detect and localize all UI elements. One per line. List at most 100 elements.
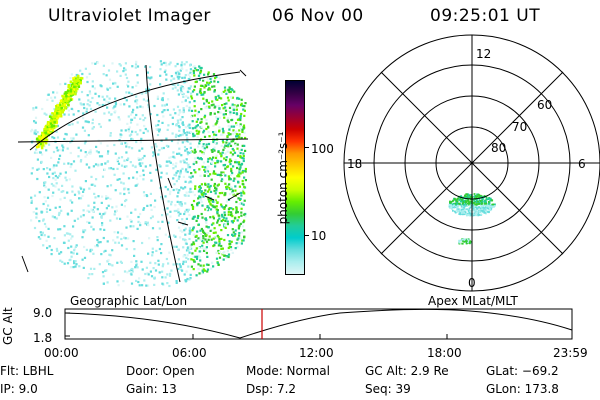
geo-pixel <box>237 163 240 166</box>
geo-pixel <box>73 219 76 222</box>
geo-pixel <box>238 136 241 139</box>
geo-pixel <box>73 262 76 265</box>
geo-pixel <box>97 195 100 198</box>
geo-pixel <box>35 106 38 109</box>
geo-pixel <box>177 77 180 80</box>
geo-pixel <box>186 277 189 281</box>
geo-pixel <box>184 227 187 230</box>
geo-pixel <box>107 204 110 207</box>
geo-pixel <box>47 227 50 230</box>
geo-pixel <box>174 165 177 168</box>
polar-pixel <box>463 212 465 214</box>
geo-pixel <box>123 165 126 168</box>
polar-pixel <box>476 203 479 205</box>
geo-pixel <box>238 133 241 136</box>
geo-pixel <box>45 134 48 138</box>
geo-pixel <box>138 221 142 225</box>
polar-pixel <box>454 211 457 214</box>
geo-pixel <box>147 103 150 106</box>
geo-pixel <box>126 142 129 145</box>
geo-pixel <box>65 179 68 182</box>
geo-pixel <box>136 123 139 126</box>
polar-pixel <box>485 202 487 205</box>
geo-pixel <box>144 272 147 276</box>
geo-pixel <box>188 251 191 254</box>
geo-pixel <box>69 90 72 93</box>
geo-pixel <box>143 154 146 158</box>
geo-pixel <box>208 186 211 189</box>
geo-pixel <box>55 110 59 114</box>
geo-pixel <box>58 157 61 161</box>
polar-pixel <box>462 203 465 206</box>
geo-pixel <box>218 242 221 245</box>
geo-pixel <box>178 72 181 75</box>
geo-pixel <box>214 98 218 101</box>
polar-pixel <box>467 209 470 212</box>
geo-pixel <box>179 118 182 121</box>
geo-pixel <box>87 277 90 280</box>
geo-pixel <box>157 123 160 127</box>
geo-pixel <box>213 146 216 149</box>
geo-pixel <box>181 230 184 233</box>
geo-pixel <box>243 192 246 195</box>
geo-pixel <box>65 94 68 98</box>
geo-pixel <box>133 116 136 119</box>
geo-pixel <box>182 187 185 190</box>
geo-pixel <box>200 191 203 194</box>
geo-pixel <box>180 63 183 66</box>
geo-pixel <box>198 168 201 171</box>
geo-pixel <box>165 144 168 147</box>
geo-pixel <box>54 206 57 209</box>
geo-pixel <box>137 158 141 161</box>
polar-pixel <box>483 207 486 209</box>
polar-pixel <box>452 199 455 202</box>
geo-pixel <box>117 241 120 244</box>
geo-pixel <box>180 85 183 88</box>
geo-pixel <box>145 284 148 287</box>
geo-pixel <box>222 148 225 151</box>
geo-pixel <box>160 252 163 255</box>
geo-pixel <box>66 262 70 265</box>
polar-pixel <box>470 214 472 216</box>
geo-pixel <box>60 190 63 193</box>
geo-pixel <box>157 153 160 156</box>
geo-pixel <box>226 185 229 188</box>
geo-pixel <box>127 157 130 160</box>
geo-pixel <box>106 185 109 188</box>
geo-pixel <box>244 102 247 105</box>
geo-pixel <box>59 102 62 105</box>
geo-pixel <box>224 144 227 147</box>
geo-pixel <box>224 224 227 227</box>
geo-pixel <box>33 120 36 123</box>
geo-pixel <box>70 255 73 258</box>
geo-pixel <box>107 150 110 153</box>
geo-pixel <box>106 106 109 109</box>
geo-pixel <box>205 218 208 222</box>
geo-pixel <box>243 213 246 216</box>
geo-pixel <box>141 157 144 160</box>
geo-pixel <box>228 245 231 248</box>
geo-pixel <box>199 121 202 124</box>
geo-pixel <box>73 193 77 196</box>
geo-pixel <box>129 121 133 124</box>
geo-pixel <box>235 113 239 116</box>
geo-pixel <box>88 72 91 75</box>
geo-pixel <box>198 272 201 275</box>
geo-pixel <box>212 131 215 134</box>
geo-pixel <box>52 91 55 94</box>
geo-pixel <box>192 233 195 236</box>
geo-pixel <box>184 210 187 213</box>
geo-pixel <box>42 219 45 222</box>
geo-pixel <box>197 254 200 258</box>
geo-pixel <box>227 124 230 128</box>
geo-pixel <box>59 83 62 86</box>
geo-pixel <box>37 138 40 142</box>
geo-pixel <box>177 191 180 194</box>
geo-pixel <box>222 90 225 93</box>
geo-pixel <box>205 263 209 266</box>
polar-pixel <box>479 211 481 213</box>
geo-pixel <box>153 205 156 209</box>
geo-pixel <box>50 253 53 256</box>
geo-pixel <box>37 137 41 140</box>
